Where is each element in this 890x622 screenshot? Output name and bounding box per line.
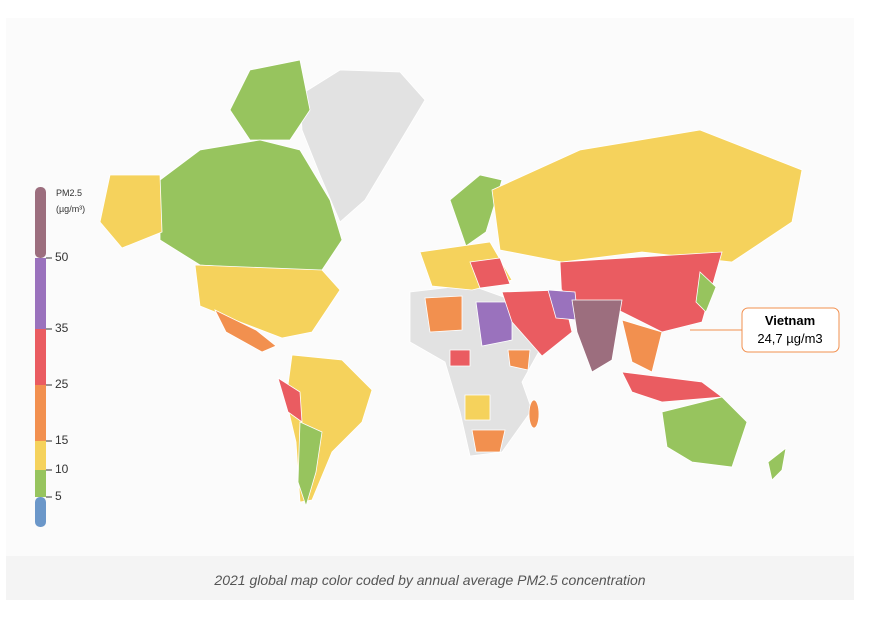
caption-strip bbox=[6, 556, 854, 600]
legend-swatch-fill bbox=[35, 470, 46, 497]
legend-tick-label: 5 bbox=[55, 489, 62, 503]
legend-swatch-fill bbox=[35, 258, 46, 329]
caption: 2021 global map color coded by annual av… bbox=[213, 572, 645, 588]
legend-swatch bbox=[35, 187, 46, 258]
legend-tick-label: 15 bbox=[55, 433, 69, 447]
legend-tick-label: 25 bbox=[55, 377, 69, 391]
world-map bbox=[99, 59, 803, 508]
callout-country: Vietnam bbox=[765, 313, 815, 328]
legend-swatch bbox=[35, 497, 46, 527]
legend-unit: (µg/m³) bbox=[56, 204, 85, 214]
legend: 5 10 15 25 35 50 bbox=[35, 187, 69, 527]
legend-swatch-fill bbox=[35, 441, 46, 470]
legend-title: PM2.5 bbox=[56, 188, 82, 198]
legend-tick-label: 35 bbox=[55, 321, 69, 335]
legend-tick-label: 10 bbox=[55, 462, 69, 476]
callout-value: 24,7 µg/m3 bbox=[757, 331, 822, 346]
legend-swatch-fill bbox=[35, 385, 46, 441]
legend-swatch-fill bbox=[35, 329, 46, 385]
legend-tick-label: 50 bbox=[55, 250, 69, 264]
callout-box bbox=[741, 307, 840, 353]
